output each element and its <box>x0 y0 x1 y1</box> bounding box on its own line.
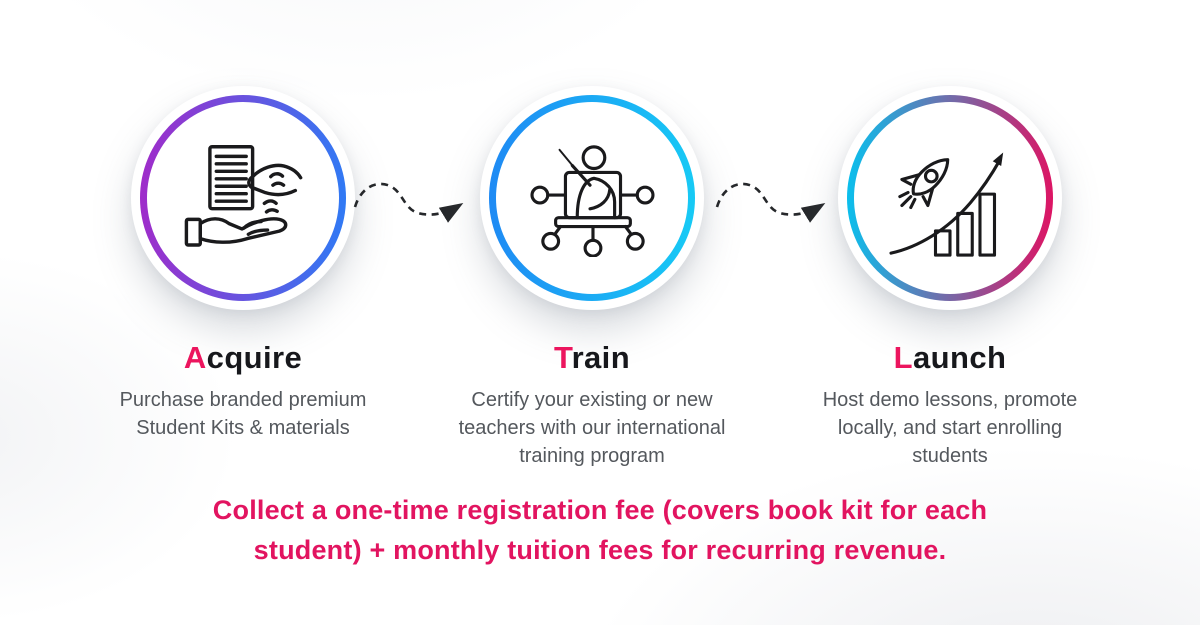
dashed-arrow-icon <box>352 172 480 228</box>
title-rest: rain <box>571 340 631 375</box>
step-launch: Launch Host demo lessons, promote locall… <box>770 86 1130 470</box>
step-description: Certify your existing or new teachers wi… <box>458 389 726 467</box>
document-hand-icon <box>184 145 303 247</box>
circle-inner <box>496 102 688 294</box>
step-title: Train <box>412 340 772 376</box>
step-title: Acquire <box>63 340 423 376</box>
step-train: Train Certify your existing or new teach… <box>412 86 772 470</box>
step-description: Host demo lessons, promote locally, and … <box>822 389 1078 467</box>
dashed-arrow-icon <box>714 172 842 228</box>
teacher-network-icon <box>530 145 655 257</box>
step-circle <box>838 86 1062 310</box>
title-initial: A <box>183 340 207 375</box>
step-circle <box>131 86 355 310</box>
circle-inner <box>854 102 1046 294</box>
step-description: Purchase branded premium Student Kits & … <box>119 389 367 439</box>
title-rest: aunch <box>913 340 1007 375</box>
gradient-ring <box>140 95 346 301</box>
footer-message: Collect a one-time registration fee (cov… <box>212 495 988 565</box>
gradient-ring <box>847 95 1053 301</box>
gradient-ring <box>489 95 695 301</box>
step-acquire: Acquire Purchase branded premium Student… <box>63 86 423 442</box>
circle-inner <box>147 102 339 294</box>
title-rest: cquire <box>206 340 303 375</box>
step-title: Launch <box>770 340 1130 376</box>
rocket-growth-icon <box>889 152 1004 257</box>
step-circle <box>480 86 704 310</box>
title-initial: L <box>893 340 914 375</box>
title-initial: T <box>553 340 572 375</box>
